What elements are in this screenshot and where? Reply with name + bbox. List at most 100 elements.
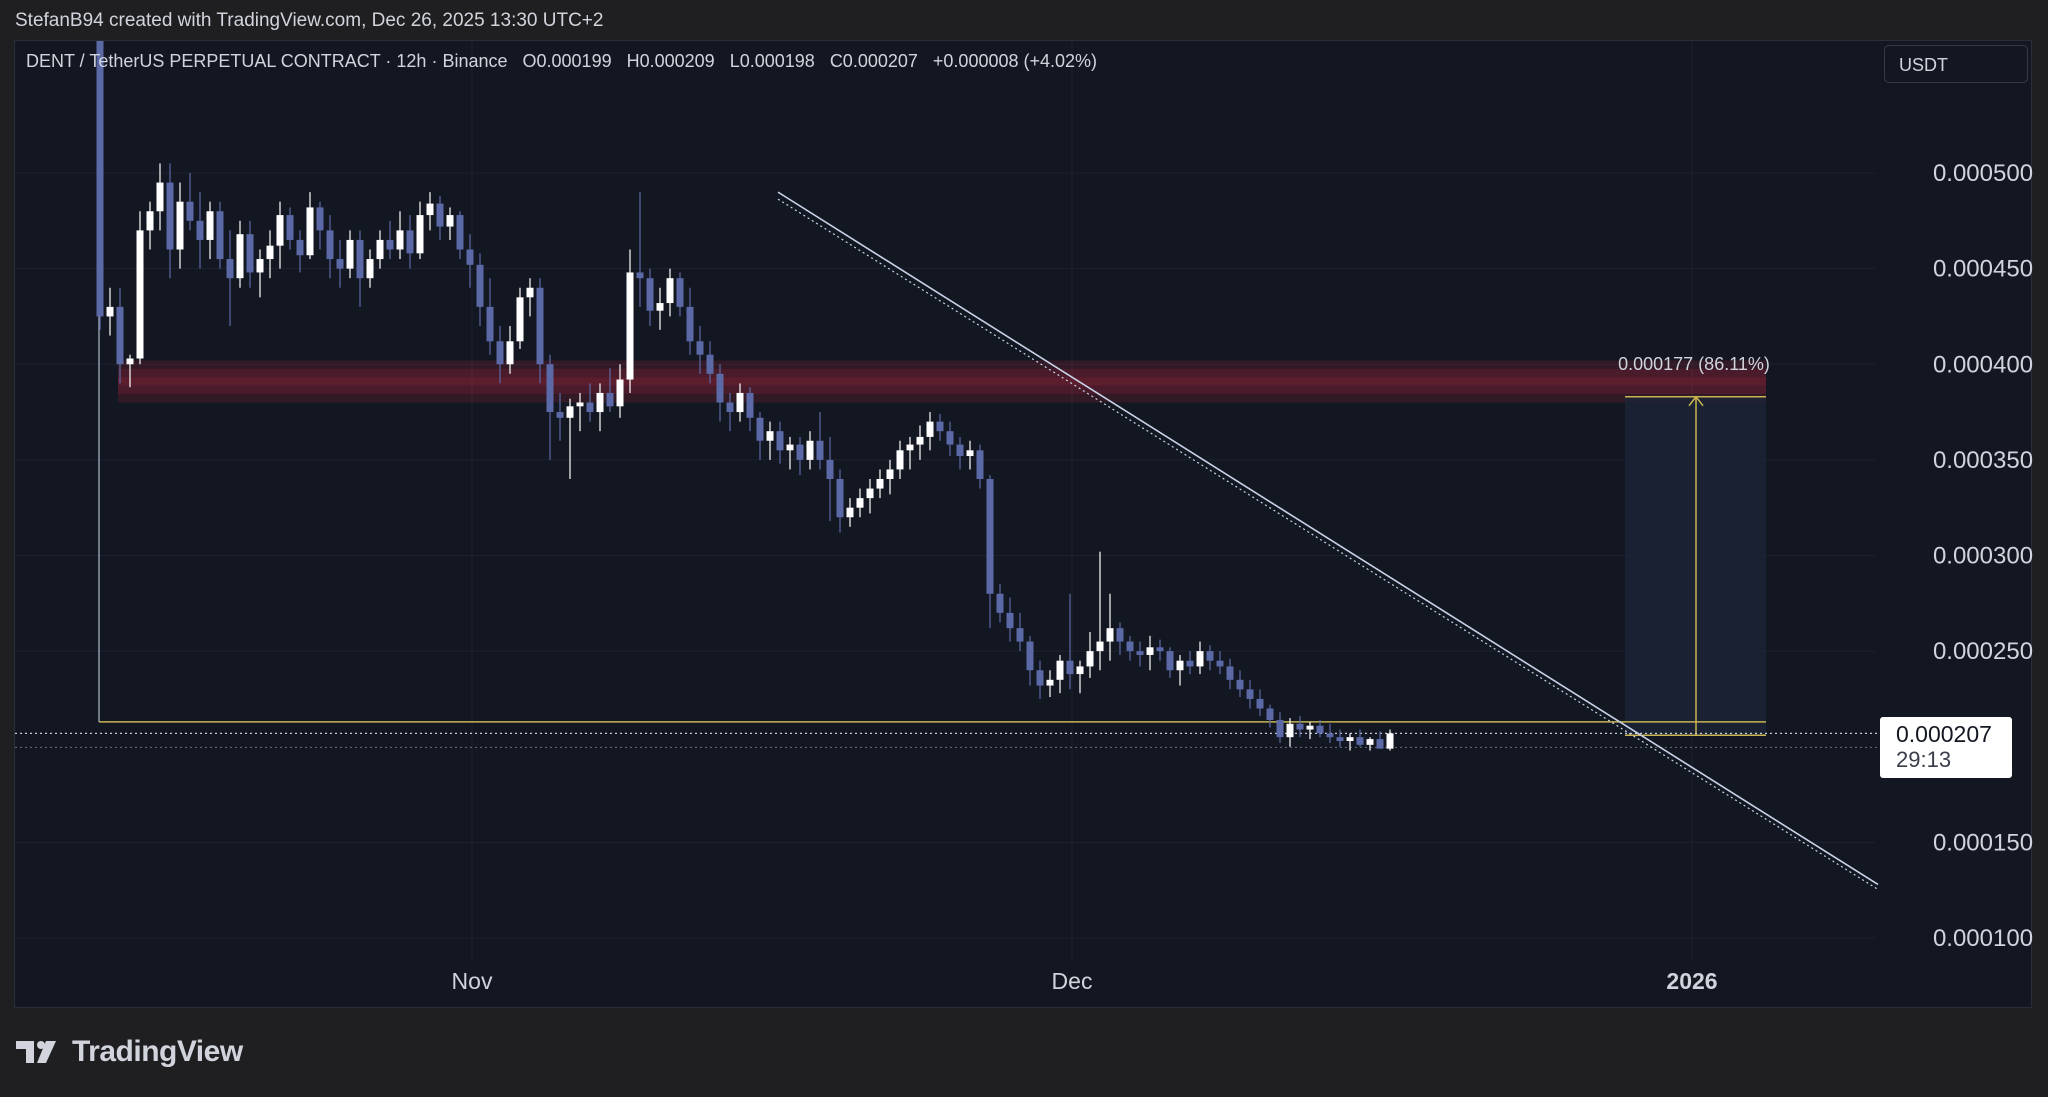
candle-body[interactable] (1246, 689, 1254, 699)
candle-body[interactable] (136, 230, 144, 359)
candle-body[interactable] (1116, 628, 1124, 642)
candle-body[interactable] (1236, 679, 1244, 690)
candle-body[interactable] (1376, 739, 1384, 749)
candle-body[interactable] (1186, 660, 1194, 667)
candle-body[interactable] (256, 259, 264, 273)
candle-body[interactable] (926, 421, 934, 437)
candle-body[interactable] (966, 450, 974, 457)
candle-body[interactable] (1306, 725, 1314, 730)
tradingview-brand[interactable]: TradingView (16, 1035, 243, 1069)
candle-body[interactable] (876, 479, 884, 489)
candle-body[interactable] (1126, 641, 1134, 652)
candle-body[interactable] (1346, 737, 1354, 742)
candle-body[interactable] (176, 201, 184, 250)
candle-body[interactable] (976, 450, 984, 479)
candle-body[interactable] (216, 211, 224, 260)
candle-body[interactable] (376, 239, 384, 260)
candle-body[interactable] (1066, 660, 1074, 675)
candle-body[interactable] (706, 354, 714, 374)
candle-body[interactable] (936, 421, 944, 432)
candle-body[interactable] (796, 444, 804, 460)
candle-body[interactable] (676, 278, 684, 307)
candle-body[interactable] (866, 488, 874, 499)
candle-body[interactable] (646, 278, 654, 311)
candle-body[interactable] (906, 444, 914, 451)
candle-body[interactable] (556, 412, 564, 418)
candle-body[interactable] (806, 440, 814, 460)
candle-body[interactable] (1266, 708, 1274, 720)
candle-body[interactable] (1006, 612, 1014, 629)
candle-body[interactable] (1206, 651, 1214, 661)
candle-body[interactable] (446, 215, 454, 227)
candle-body[interactable] (1216, 660, 1224, 667)
candle-body[interactable] (1156, 647, 1164, 652)
candle-body[interactable] (396, 230, 404, 250)
candle-body[interactable] (606, 392, 614, 407)
candle-body[interactable] (146, 211, 154, 231)
candle-body[interactable] (666, 278, 674, 304)
candle-body[interactable] (716, 373, 724, 403)
candle-body[interactable] (356, 239, 364, 279)
candle-body[interactable] (1226, 666, 1234, 680)
candle-body[interactable] (836, 479, 844, 518)
candle-body[interactable] (1046, 679, 1054, 686)
candle-body[interactable] (346, 239, 354, 269)
candle-body[interactable] (826, 459, 834, 479)
candle-body[interactable] (306, 207, 314, 256)
candle-body[interactable] (166, 182, 174, 250)
candle-body[interactable] (726, 402, 734, 413)
candle-body[interactable] (596, 392, 604, 413)
candle-body[interactable] (986, 479, 994, 594)
candle-body[interactable] (956, 444, 964, 457)
candle-body[interactable] (686, 306, 694, 342)
candle-body[interactable] (236, 234, 244, 279)
candle-body[interactable] (286, 215, 294, 240)
candle-body[interactable] (496, 341, 504, 365)
candle-body[interactable] (746, 392, 754, 418)
candle-body[interactable] (276, 215, 284, 246)
candle-body[interactable] (1086, 651, 1094, 667)
candle-body[interactable] (1146, 647, 1154, 655)
candle-body[interactable] (756, 417, 764, 441)
candle-body[interactable] (316, 207, 324, 231)
candle-body[interactable] (786, 444, 794, 451)
candle-body[interactable] (1366, 739, 1374, 745)
candle-body[interactable] (406, 230, 414, 254)
candle-body[interactable] (1336, 737, 1344, 742)
candle-body[interactable] (526, 287, 534, 298)
candle-body[interactable] (856, 498, 864, 508)
candle-body[interactable] (1256, 698, 1264, 709)
candle-body[interactable] (1356, 737, 1364, 745)
candle-body[interactable] (226, 259, 234, 279)
candle-body[interactable] (426, 203, 434, 216)
candle-body[interactable] (536, 287, 544, 365)
candle-body[interactable] (1386, 733, 1394, 749)
candle-body[interactable] (246, 234, 254, 273)
candle-body[interactable] (476, 264, 484, 307)
candle-body[interactable] (1026, 641, 1034, 671)
candle-body[interactable] (1316, 725, 1324, 734)
candle-body[interactable] (1286, 723, 1294, 738)
candle-body[interactable] (1296, 723, 1304, 730)
candle-body[interactable] (656, 303, 664, 311)
candle-body[interactable] (386, 239, 394, 250)
candle-body[interactable] (106, 306, 114, 317)
candle-body[interactable] (636, 272, 644, 279)
candle-body[interactable] (946, 431, 954, 445)
candle-body[interactable] (1096, 641, 1104, 652)
candle-body[interactable] (1276, 719, 1284, 738)
symbol-legend[interactable]: DENT / TetherUS PERPETUAL CONTRACT · 12h… (26, 51, 1097, 72)
candle-body[interactable] (1176, 660, 1184, 671)
currency-unit-select[interactable]: USDT (1884, 45, 2028, 83)
candle-body[interactable] (366, 259, 374, 279)
candle-body[interactable] (1076, 666, 1084, 675)
candle-body[interactable] (696, 341, 704, 355)
candle-body[interactable] (1036, 670, 1044, 686)
candle-body[interactable] (126, 358, 134, 365)
candle-body[interactable] (456, 215, 464, 250)
candle-body[interactable] (266, 245, 274, 260)
candle-body[interactable] (546, 364, 554, 413)
candle-body[interactable] (1136, 651, 1144, 655)
candle-body[interactable] (626, 272, 634, 380)
